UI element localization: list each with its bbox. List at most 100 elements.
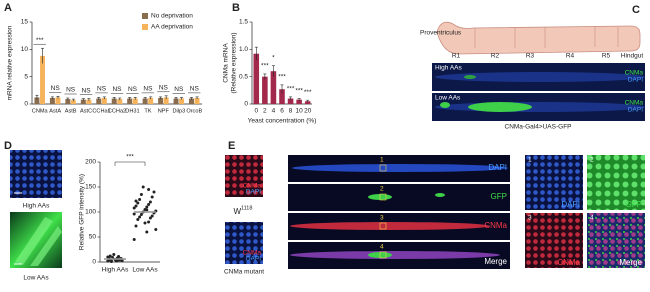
- channel-label: CNMa: [243, 183, 262, 190]
- data-point: [147, 203, 151, 206]
- data-point: [132, 238, 136, 241]
- micrograph-detail: [290, 251, 500, 259]
- panel-letter: A: [4, 2, 12, 14]
- bar: [189, 98, 194, 104]
- micrograph: [525, 155, 583, 210]
- bar: [304, 101, 311, 104]
- data-point: [147, 220, 151, 224]
- legend-label: AA deprivation: [151, 24, 193, 31]
- x-tick-label: CNMa: [32, 108, 49, 114]
- data-point: [148, 200, 152, 204]
- micrograph: [288, 184, 510, 211]
- strip-number: 4: [380, 244, 384, 251]
- data-point: [139, 193, 143, 196]
- y-tick-label: 100: [85, 209, 96, 216]
- x-tick-label: AstC: [80, 108, 92, 114]
- x-tick-label: TK: [144, 108, 151, 114]
- bar: [158, 97, 164, 104]
- micrograph-detail: [435, 102, 645, 112]
- channel-label: CNMa: [625, 70, 644, 77]
- sig-bracket: [114, 161, 146, 166]
- x-tick-label: Low AAs: [132, 267, 158, 274]
- y-tick-label: 0: [24, 101, 28, 108]
- gut-label: R1: [452, 53, 461, 60]
- bar: [194, 97, 200, 104]
- y-axis-label: (Relative expression): [231, 32, 238, 93]
- channel-label: CNMa: [484, 221, 507, 230]
- bar: [49, 97, 55, 104]
- x-tick-label: DH31: [125, 108, 139, 114]
- x-tick-label: Dilp3: [172, 108, 185, 114]
- significance: NS: [128, 86, 138, 93]
- gut-label: Proventriculus: [420, 30, 462, 37]
- channel-label: GFP: [626, 200, 642, 209]
- bar: [142, 98, 148, 104]
- significance: NS: [159, 85, 169, 92]
- image-label: Low AAs: [435, 95, 461, 102]
- micrograph-detail: [292, 164, 508, 172]
- strip-number: 3: [380, 215, 384, 222]
- strip-number: 2: [380, 186, 384, 193]
- significance: ***: [304, 89, 312, 96]
- micrograph-detail: [440, 102, 450, 108]
- x-tick-label: OrcoB: [186, 108, 202, 114]
- data-point: [152, 190, 156, 194]
- gut-label: R3: [526, 53, 535, 60]
- significance: NS: [174, 86, 184, 93]
- x-tick-label: NPF: [158, 108, 170, 114]
- significance: *: [272, 54, 275, 61]
- data-point: [108, 254, 112, 258]
- data-point: [117, 255, 121, 258]
- data-point: [147, 188, 151, 191]
- micrograph: [587, 155, 645, 210]
- genotype-label: W: [233, 207, 241, 216]
- bar: [111, 98, 117, 104]
- data-point: [134, 199, 138, 203]
- gut-drawing: [436, 21, 641, 55]
- channel-label: DAPI: [561, 200, 580, 209]
- bar: [279, 89, 285, 104]
- x-tick-label: 20: [304, 108, 312, 115]
- channel-label: CNMa: [243, 250, 262, 257]
- data-point: [150, 195, 154, 199]
- bar: [101, 97, 107, 104]
- bar: [287, 98, 294, 104]
- bar: [127, 98, 133, 104]
- bar: [270, 71, 277, 104]
- legend-label: No deprivation: [151, 13, 193, 20]
- significance: ***: [36, 37, 44, 44]
- image-label: High AAs: [435, 65, 462, 72]
- data-point: [136, 201, 140, 205]
- data-point: [145, 230, 149, 234]
- micrograph: [525, 213, 583, 268]
- micrograph: [225, 155, 263, 197]
- channel-label: DAPI: [488, 163, 507, 172]
- micrograph: [10, 150, 62, 198]
- gut-label: R5: [602, 53, 611, 60]
- data-point: [136, 218, 140, 221]
- channel-label: DAPI: [246, 189, 261, 196]
- y-axis-label: CNMa mRNA: [223, 43, 230, 83]
- x-tick-label: CCHa1: [92, 108, 110, 114]
- genotype-superscript: 1118: [241, 205, 252, 211]
- image-label: Low AAs: [23, 275, 49, 282]
- y-tick-label: 150: [85, 184, 96, 191]
- channel-label: CNMa: [557, 258, 580, 267]
- strip-number: 1: [380, 157, 384, 164]
- bar: [163, 97, 169, 104]
- significance: ***: [261, 63, 269, 70]
- micrograph: [587, 213, 645, 268]
- x-tick-label: 10: [296, 108, 304, 115]
- bar: [86, 99, 92, 104]
- significance: ***: [295, 87, 303, 94]
- y-tick-label: 0: [92, 259, 96, 266]
- data-point: [138, 215, 142, 219]
- bar: [70, 100, 76, 104]
- significance: NS: [143, 86, 153, 93]
- channel-label: DAPI: [246, 256, 261, 263]
- bar: [262, 76, 268, 104]
- y-tick-label: 200: [85, 159, 96, 166]
- bar: [132, 98, 138, 104]
- y-tick-label: 0.5: [239, 73, 248, 80]
